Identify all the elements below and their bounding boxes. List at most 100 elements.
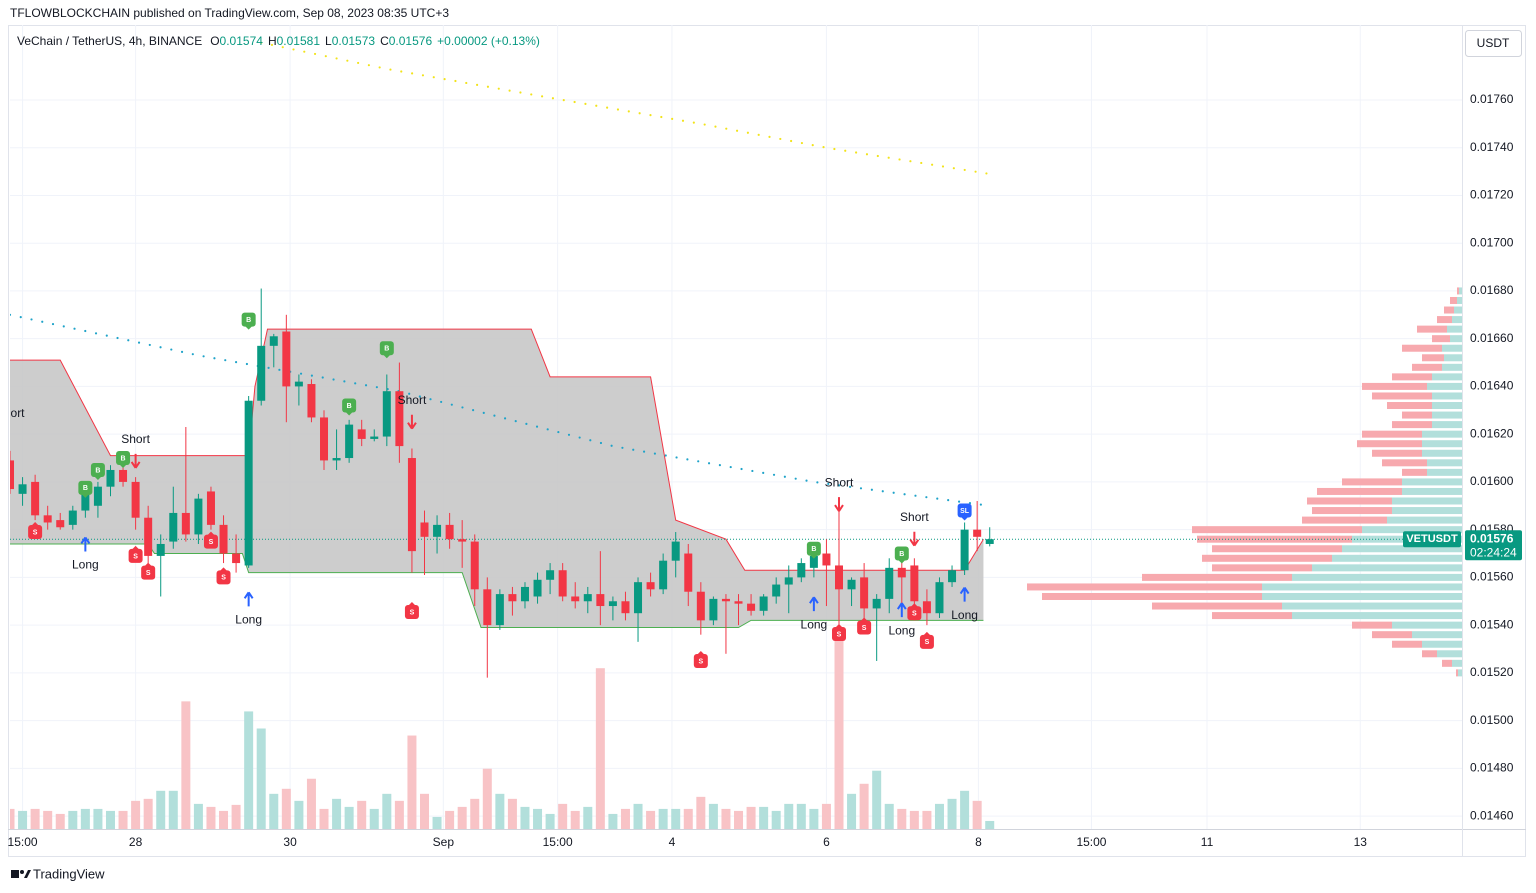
profile-up: [1457, 296, 1462, 304]
candle-body: [747, 603, 756, 611]
volume-bar: [432, 816, 442, 829]
candle-body: [244, 400, 253, 566]
volume-bar: [897, 808, 907, 829]
profile-down: [1422, 650, 1437, 658]
signal-badge: [957, 503, 972, 518]
volume-bar: [156, 790, 166, 829]
profile-up: [1447, 325, 1462, 333]
signal-badge: [90, 462, 105, 477]
volume-bar: [784, 803, 794, 829]
volume-bar: [872, 770, 882, 829]
candle-body: [571, 596, 580, 602]
volume-bar: [734, 810, 744, 829]
signal-badge: [116, 451, 131, 466]
profile-up: [1422, 440, 1462, 448]
candle-body: [458, 539, 467, 542]
profile-up: [1432, 402, 1462, 410]
signal-arrow: [243, 591, 254, 607]
signal-badge: [342, 398, 357, 413]
profile-down: [1312, 507, 1392, 515]
volume-bar: [746, 806, 756, 829]
signal-badge: [128, 548, 143, 563]
candle-body: [985, 539, 994, 544]
profile-down: [1444, 306, 1454, 314]
volume-bar: [105, 810, 115, 829]
candle-body: [206, 491, 215, 525]
profile-down: [1042, 592, 1262, 600]
profile-up: [1432, 421, 1462, 429]
candle-body: [709, 598, 718, 621]
candle-body: [922, 601, 931, 614]
legend: VeChain / TetherUS, 4h, BINANCE O0.01574 H…: [17, 34, 540, 48]
volume-bar: [256, 728, 266, 829]
volume-bar: [118, 810, 128, 829]
volume-bar: [646, 810, 656, 829]
signal-badge: [241, 312, 256, 327]
signal-label: B: [811, 546, 816, 553]
y-tick-label: 0.01560: [1470, 570, 1514, 584]
signal-text: Short: [900, 510, 929, 524]
profile-up: [1427, 459, 1462, 467]
x-tick-label: 11: [1201, 835, 1214, 849]
volume-bar: [369, 808, 379, 829]
profile-up: [1442, 363, 1462, 371]
candle-body: [596, 594, 605, 607]
chart-frame: [8, 25, 1526, 857]
profile-up: [1427, 382, 1462, 390]
signal-text: Long: [951, 608, 978, 622]
volume-bar: [80, 808, 90, 829]
currency-button[interactable]: [1465, 30, 1522, 57]
profile-up: [1459, 287, 1462, 295]
x-tick-label: 15:00: [543, 835, 573, 849]
candle-body: [583, 594, 592, 602]
candle-body: [495, 594, 504, 626]
symbol-tag: [1403, 531, 1461, 548]
signal-label: S: [146, 570, 151, 577]
volume-bar: [319, 808, 329, 829]
volume-bar: [18, 810, 28, 829]
volume-bar: [219, 810, 229, 829]
profile-down: [1357, 440, 1422, 448]
candle-body: [784, 577, 793, 585]
candle-body: [809, 555, 818, 568]
volume-bar: [708, 803, 718, 829]
candle-body: [860, 577, 869, 609]
signal-arrow: [130, 453, 141, 469]
signal-badge: [857, 620, 872, 635]
profile-up: [1332, 554, 1462, 562]
profile-down: [1142, 573, 1292, 581]
volume-bar: [193, 803, 203, 829]
legend-key: C: [380, 34, 389, 48]
profile-up: [1452, 316, 1462, 324]
candle-body: [558, 570, 567, 597]
x-tick-label: 13: [1354, 835, 1368, 849]
candle-body: [269, 336, 278, 346]
volume-bar: [696, 796, 706, 829]
candle-body: [797, 563, 806, 578]
currency-button-label[interactable]: USDT: [1477, 36, 1510, 50]
signal-label: B: [384, 346, 389, 353]
legend-title: VeChain / TetherUS, 4h, BINANCE: [17, 34, 202, 48]
profile-down: [1362, 382, 1427, 390]
candle-body: [533, 579, 542, 597]
y-tick-label: 0.01680: [1470, 283, 1514, 297]
volume-bar: [558, 803, 568, 829]
profile-down: [1197, 535, 1352, 543]
candle-body: [169, 512, 178, 542]
profile-down: [1027, 583, 1262, 591]
signal-text: Short: [398, 393, 427, 407]
profile-up: [1432, 373, 1462, 381]
price-tag: [1465, 530, 1522, 561]
candle-body: [420, 522, 429, 537]
profile-up: [1444, 354, 1462, 362]
candle-body: [671, 541, 680, 561]
volume-bar: [972, 800, 982, 829]
y-tick-label: 0.01660: [1470, 331, 1514, 345]
volume-bar: [608, 813, 618, 829]
profile-down: [1412, 363, 1442, 371]
profile-up: [1427, 468, 1462, 476]
profile-down: [1212, 545, 1342, 553]
header-text: TFLOWBLOCKCHAIN published on TradingView…: [10, 6, 449, 20]
